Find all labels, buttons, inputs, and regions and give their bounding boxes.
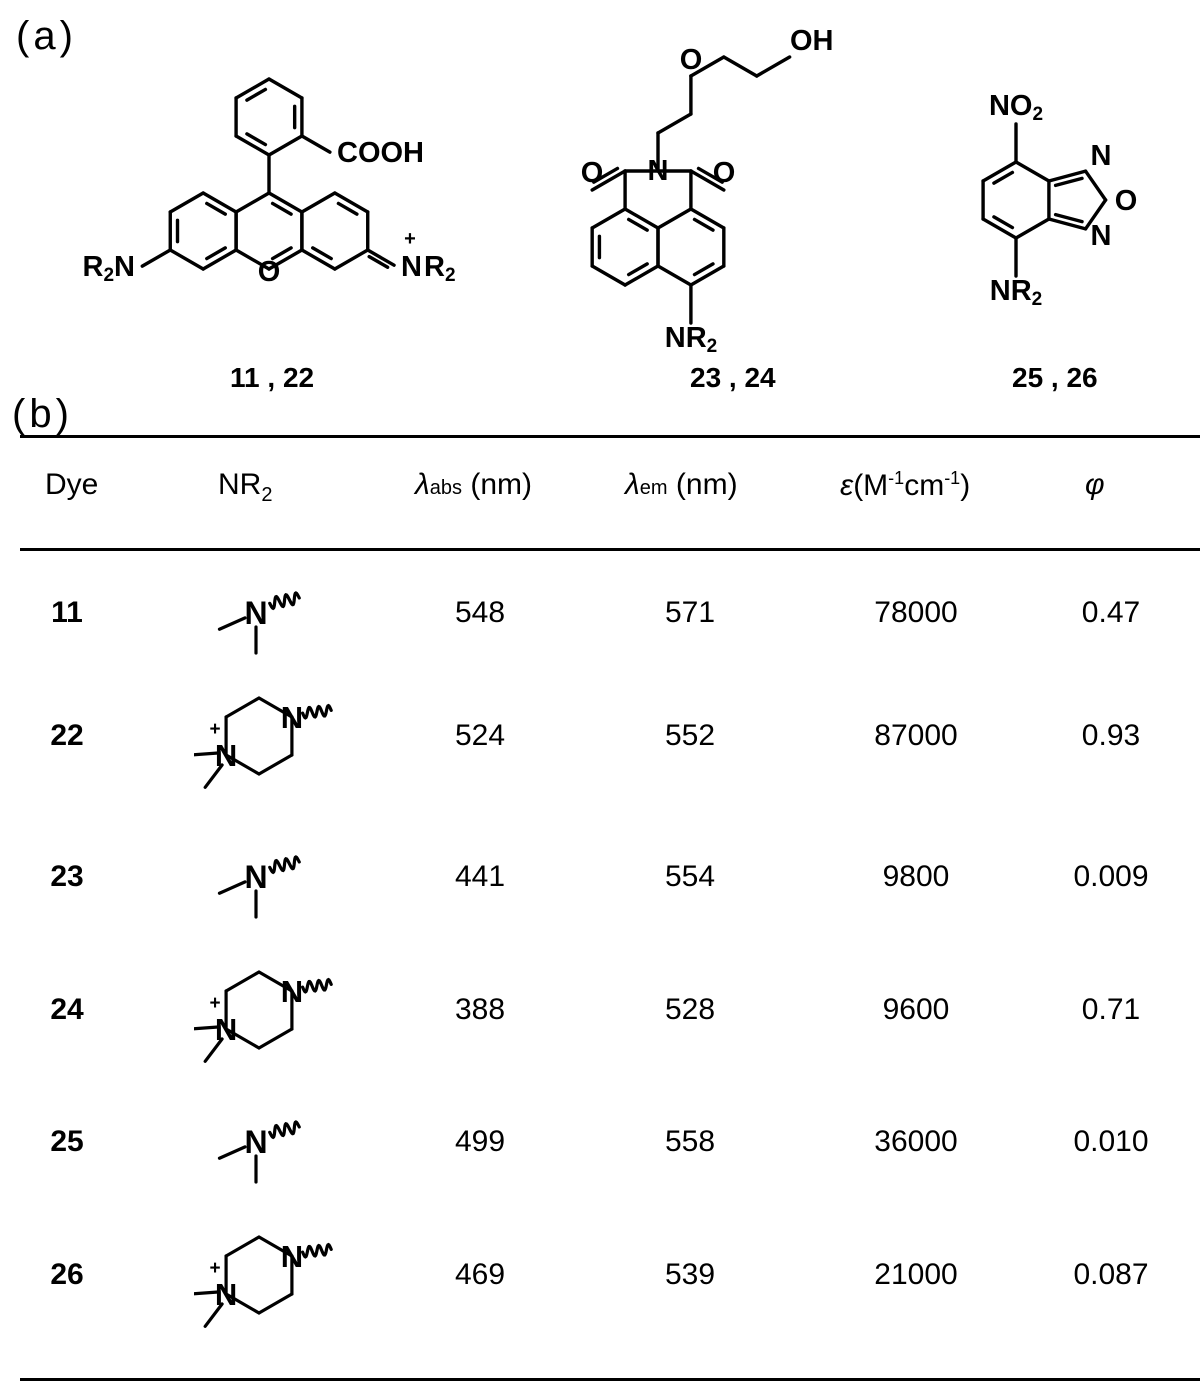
svg-text:+: + [210, 993, 221, 1014]
svg-text:O: O [713, 157, 736, 189]
svg-text:O: O [581, 157, 604, 189]
svg-text:NO2: NO2 [989, 90, 1043, 125]
svg-text:N: N [215, 1277, 237, 1312]
svg-text:N: N [1091, 220, 1112, 252]
svg-text:NR2: NR2 [990, 275, 1042, 310]
svg-text:N: N [648, 155, 669, 187]
svg-text:N: N [281, 974, 303, 1009]
svg-text:NR2: NR2 [665, 322, 717, 357]
svg-text:+: + [210, 719, 221, 740]
svg-text:N: N [244, 859, 267, 895]
svg-text:N: N [244, 1124, 267, 1160]
svg-text:O: O [258, 256, 281, 288]
svg-text:N: N [401, 251, 422, 283]
svg-text:N: N [215, 738, 237, 773]
svg-text:COOH: COOH [337, 137, 424, 169]
svg-text:O: O [680, 44, 703, 76]
svg-text:+: + [404, 228, 416, 250]
svg-text:R2N: R2N [83, 251, 135, 286]
svg-text:+: + [210, 1258, 221, 1279]
svg-text:N: N [281, 700, 303, 735]
svg-text:N: N [1091, 140, 1112, 172]
svg-text:N: N [215, 1012, 237, 1047]
svg-text:N: N [281, 1239, 303, 1274]
svg-text:N: N [244, 595, 267, 631]
svg-text:O: O [1115, 185, 1138, 217]
